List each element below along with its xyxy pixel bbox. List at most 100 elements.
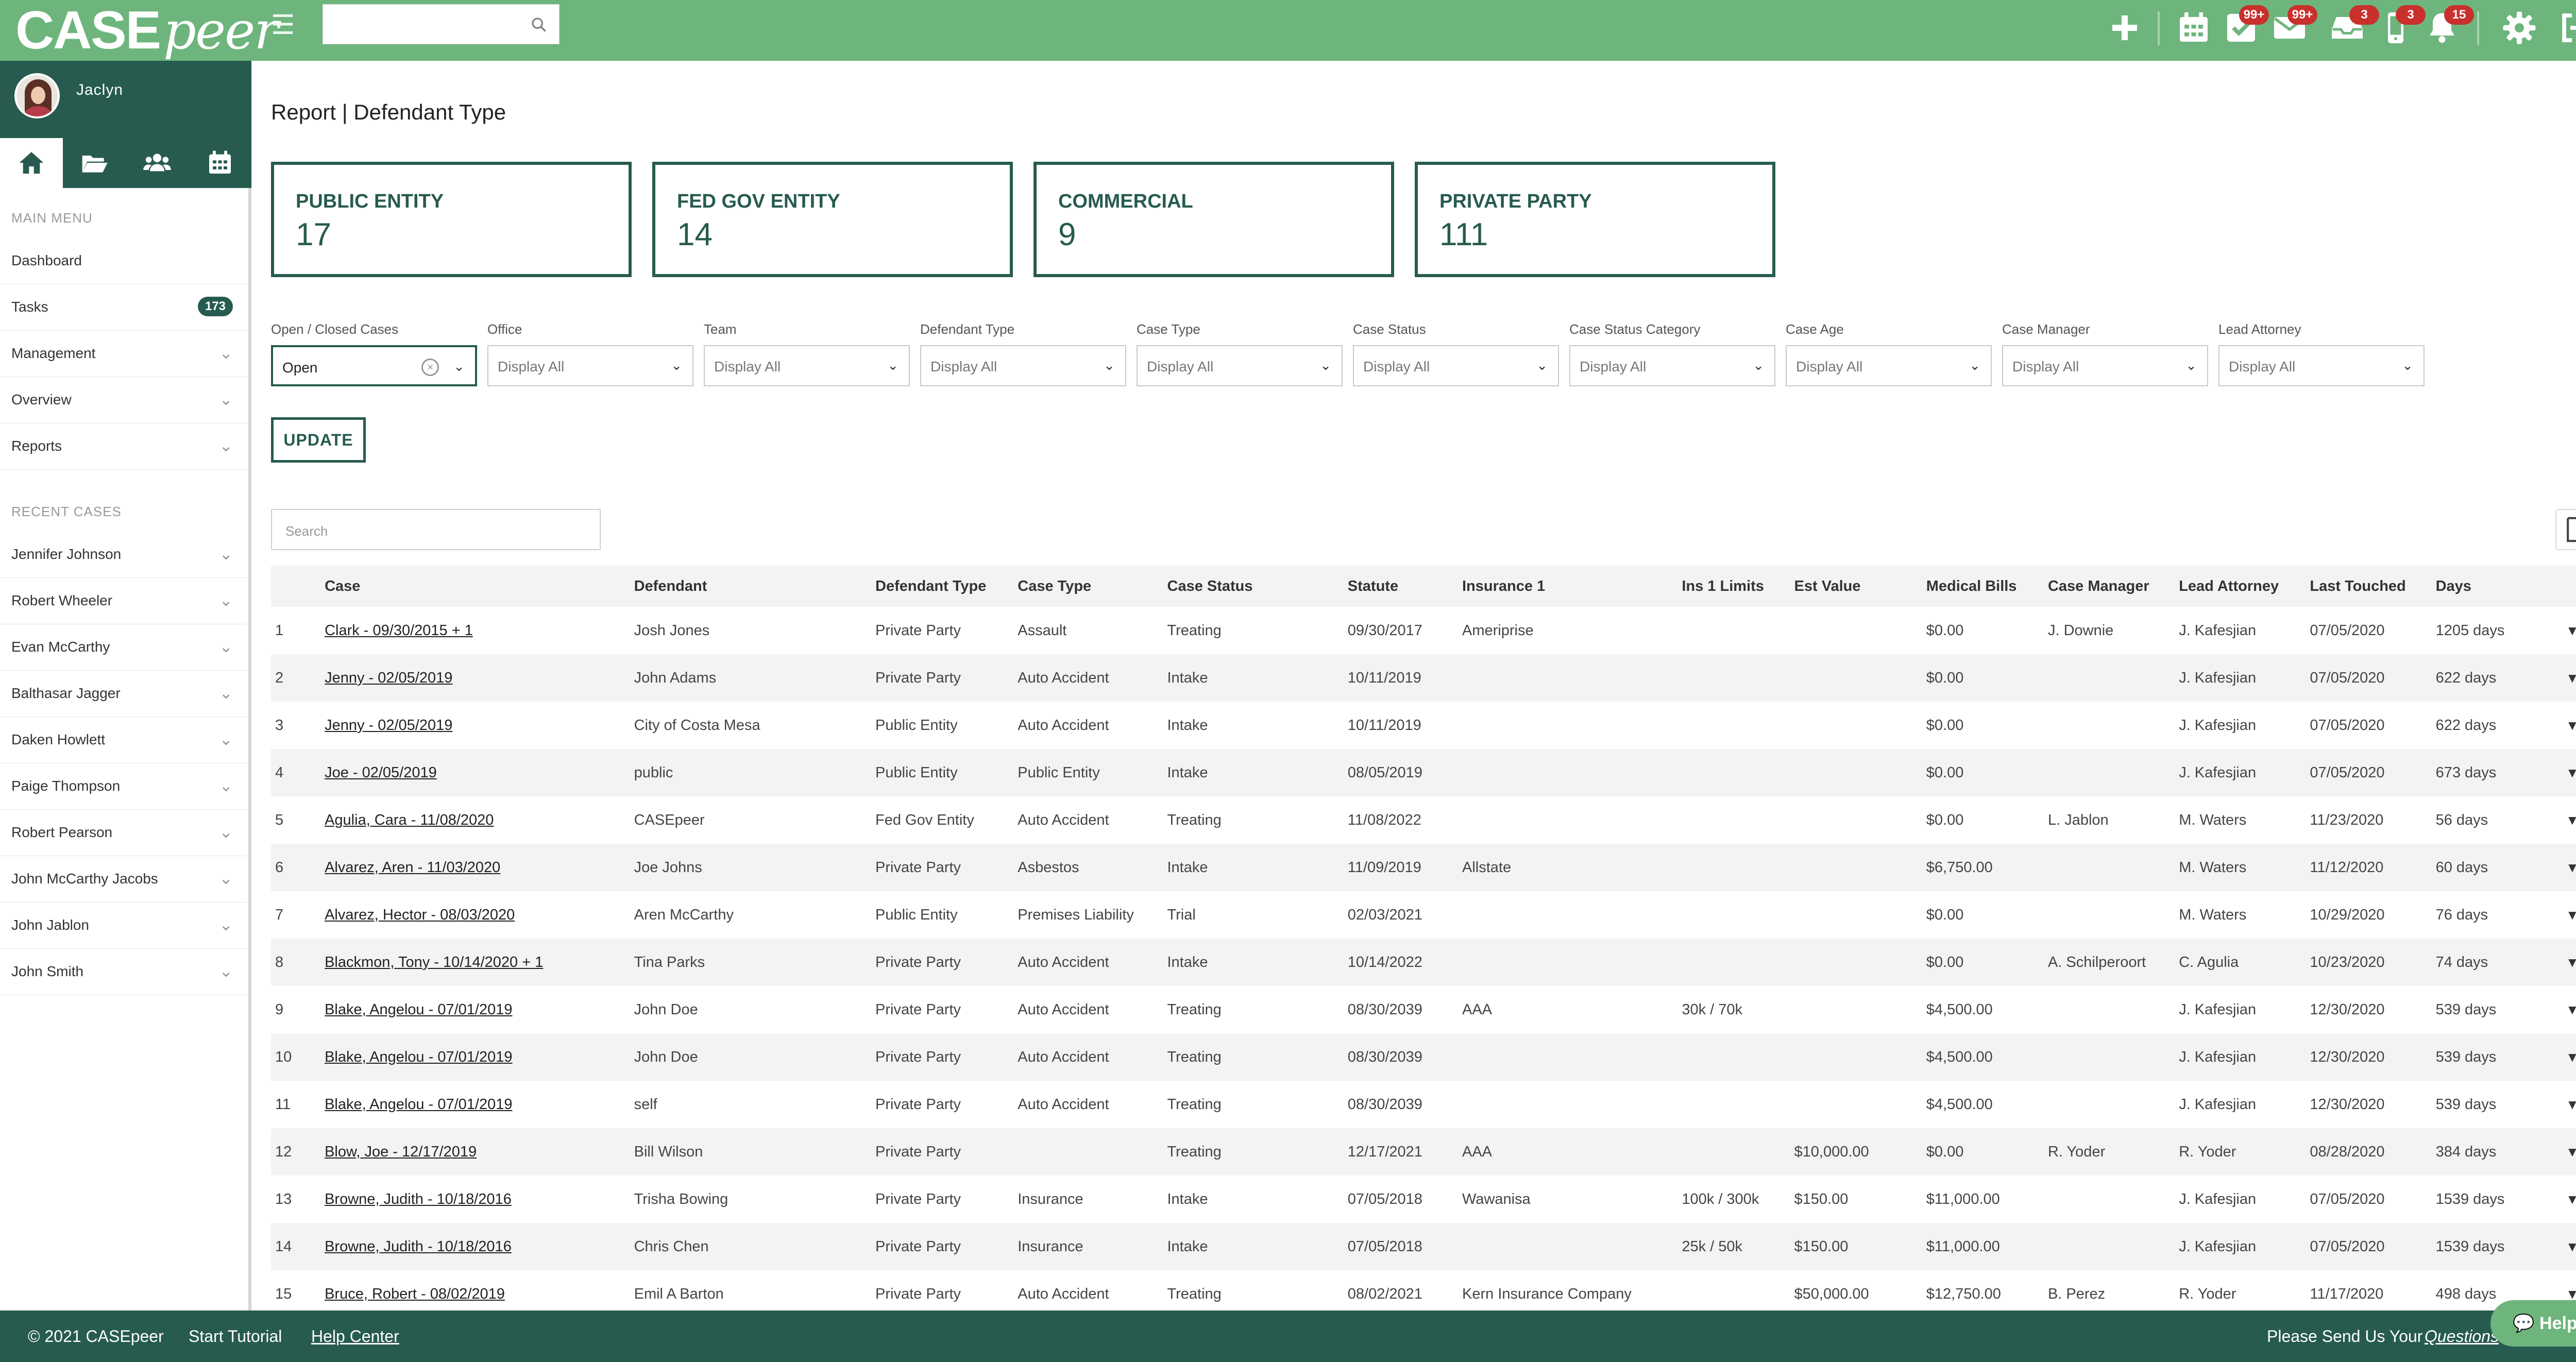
avatar[interactable] bbox=[14, 73, 60, 118]
search-icon[interactable] bbox=[530, 16, 548, 33]
user-name[interactable]: Jaclyn bbox=[76, 81, 124, 98]
recent-case-item[interactable]: John McCarthy Jacobs ⌄ bbox=[0, 856, 248, 903]
table-row[interactable]: 7 Alvarez, Hector - 08/03/2020 Aren McCart… bbox=[271, 891, 2576, 939]
column-header[interactable] bbox=[2541, 566, 2576, 607]
mail-icon[interactable]: 99+ bbox=[2271, 5, 2317, 46]
column-header[interactable]: Days bbox=[2431, 566, 2542, 607]
inbox-icon[interactable]: 3 bbox=[2329, 5, 2379, 46]
case-link[interactable]: Blake, Angelou - 07/01/2019 bbox=[325, 1096, 513, 1113]
recent-case-item[interactable]: John Jablon ⌄ bbox=[0, 903, 248, 949]
add-icon[interactable] bbox=[2106, 9, 2143, 46]
table-row[interactable]: 3 Jenny - 02/05/2019 City of Costa Mesa Pub… bbox=[271, 702, 2576, 749]
column-header[interactable]: Est Value bbox=[1790, 566, 1922, 607]
sidebar-item-dashboard[interactable]: Dashboard bbox=[0, 238, 248, 284]
column-header[interactable]: Last Touched bbox=[2306, 566, 2432, 607]
bell-icon[interactable]: 15 bbox=[2424, 5, 2474, 46]
row-expand-icon[interactable]: ▼ bbox=[2566, 1096, 2576, 1112]
help-button[interactable]: 💬 Help bbox=[2490, 1300, 2576, 1347]
recent-case-item[interactable]: Daken Howlett ⌄ bbox=[0, 717, 248, 763]
stat-card-fed-gov-entity[interactable]: FED GOV ENTITY 14 bbox=[652, 162, 1013, 277]
case-link[interactable]: Blake, Angelou - 07/01/2019 bbox=[325, 1001, 513, 1018]
table-row[interactable]: 12 Blow, Joe - 12/17/2019 Bill Wilson Priva… bbox=[271, 1128, 2576, 1176]
row-expand-icon[interactable]: ▼ bbox=[2541, 1033, 2576, 1081]
column-header[interactable]: Statute bbox=[1343, 566, 1458, 607]
column-header[interactable]: Defendant bbox=[630, 566, 872, 607]
help-center-link[interactable]: Help Center bbox=[311, 1327, 399, 1346]
export-button[interactable] bbox=[2555, 509, 2576, 550]
folder-open-icon[interactable] bbox=[63, 138, 126, 188]
table-row[interactable]: 2 Jenny - 02/05/2019 John Adams Private Par… bbox=[271, 654, 2576, 702]
row-expand-icon[interactable]: ▼ bbox=[2566, 1286, 2576, 1302]
row-expand-icon[interactable]: ▼ bbox=[2566, 812, 2576, 828]
stat-card-private-party[interactable]: PRIVATE PARTY 111 bbox=[1415, 162, 1775, 277]
column-header[interactable]: Case Status bbox=[1163, 566, 1344, 607]
sidebar-item-tasks[interactable]: Tasks 173 bbox=[0, 284, 248, 331]
table-row[interactable]: 1 Clark - 09/30/2015 + 1 Josh Jones Private… bbox=[271, 607, 2576, 654]
gear-icon[interactable] bbox=[2501, 9, 2538, 46]
recent-case-item[interactable]: John Smith ⌄ bbox=[0, 949, 248, 995]
column-header[interactable]: Case bbox=[320, 566, 630, 607]
recent-case-item[interactable]: Robert Pearson ⌄ bbox=[0, 810, 248, 856]
update-button[interactable]: UPDATE bbox=[271, 417, 366, 463]
filter-select[interactable]: Display All ⌄ bbox=[2218, 345, 2425, 386]
column-header[interactable]: Case Manager bbox=[2043, 566, 2175, 607]
column-header[interactable]: Defendant Type bbox=[871, 566, 1014, 607]
case-link[interactable]: Alvarez, Hector - 08/03/2020 bbox=[325, 906, 515, 923]
row-expand-icon[interactable]: ▼ bbox=[2566, 907, 2576, 923]
table-row[interactable]: 8 Blackmon, Tony - 10/14/2020 + 1 Tina Par… bbox=[271, 939, 2576, 986]
case-link[interactable]: Alvarez, Aren - 11/03/2020 bbox=[325, 859, 501, 876]
tasks-icon[interactable]: 99+ bbox=[2223, 5, 2269, 46]
case-link[interactable]: Blow, Joe - 12/17/2019 bbox=[325, 1143, 477, 1160]
filter-select[interactable]: Open × ⌄ bbox=[271, 345, 477, 386]
sidebar-item-overview[interactable]: Overview ⌄ bbox=[0, 377, 248, 423]
filter-select[interactable]: Display All ⌄ bbox=[1137, 345, 1343, 386]
table-row[interactable]: 9 Blake, Angelou - 07/01/2019 John Doe Priv… bbox=[271, 986, 2576, 1033]
users-icon[interactable] bbox=[126, 138, 189, 188]
calendar-icon[interactable] bbox=[189, 138, 251, 188]
filter-select[interactable]: Display All ⌄ bbox=[1786, 345, 1992, 386]
case-link[interactable]: Jenny - 02/05/2019 bbox=[325, 717, 453, 734]
home-icon[interactable] bbox=[0, 138, 63, 188]
filter-select[interactable]: Display All ⌄ bbox=[487, 345, 693, 386]
column-header[interactable]: Case Type bbox=[1013, 566, 1163, 607]
case-link[interactable]: Blackmon, Tony - 10/14/2020 + 1 bbox=[325, 954, 544, 971]
row-expand-icon[interactable]: ▼ bbox=[2566, 1191, 2576, 1207]
sidebar-item-reports[interactable]: Reports ⌄ bbox=[0, 423, 248, 470]
row-expand-icon[interactable]: ▼ bbox=[2541, 844, 2576, 891]
recent-case-item[interactable]: Robert Wheeler ⌄ bbox=[0, 578, 248, 624]
table-row[interactable]: 6 Alvarez, Aren - 11/03/2020 Joe Johns Priv… bbox=[271, 844, 2576, 891]
table-row[interactable]: 13 Browne, Judith - 10/18/2016 Trisha Bowi… bbox=[271, 1176, 2576, 1223]
column-header[interactable]: Medical Bills bbox=[1922, 566, 2044, 607]
questions-link[interactable]: Questions bbox=[2425, 1327, 2499, 1346]
start-tutorial-link[interactable]: Start Tutorial bbox=[189, 1327, 282, 1346]
logout-icon[interactable] bbox=[2556, 9, 2576, 46]
filter-select[interactable]: Display All ⌄ bbox=[1569, 345, 1775, 386]
row-expand-icon[interactable]: ▼ bbox=[2541, 654, 2576, 702]
case-link[interactable]: Jenny - 02/05/2019 bbox=[325, 669, 453, 686]
mobile-icon[interactable]: 3 bbox=[2377, 5, 2426, 46]
table-row[interactable]: 10 Blake, Angelou - 07/01/2019 John Doe Pri… bbox=[271, 1033, 2576, 1081]
sidebar-item-management[interactable]: Management ⌄ bbox=[0, 331, 248, 377]
column-header[interactable] bbox=[271, 566, 321, 607]
table-row[interactable]: 11 Blake, Angelou - 07/01/2019 self Private… bbox=[271, 1081, 2576, 1128]
column-header[interactable]: Ins 1 Limits bbox=[1677, 566, 1790, 607]
stat-card-commercial[interactable]: COMMERCIAL 9 bbox=[1033, 162, 1394, 277]
stat-card-public-entity[interactable]: PUBLIC ENTITY 17 bbox=[271, 162, 632, 277]
recent-case-item[interactable]: Evan McCarthy ⌄ bbox=[0, 624, 248, 671]
recent-case-item[interactable]: Jennifer Johnson ⌄ bbox=[0, 532, 248, 578]
calendar-icon[interactable] bbox=[2175, 9, 2212, 46]
case-link[interactable]: Bruce, Robert - 08/02/2019 bbox=[325, 1285, 505, 1302]
case-link[interactable]: Blake, Angelou - 07/01/2019 bbox=[325, 1048, 513, 1065]
row-expand-icon[interactable]: ▼ bbox=[2566, 622, 2576, 638]
row-expand-icon[interactable]: ▼ bbox=[2541, 939, 2576, 986]
clear-icon[interactable]: × bbox=[421, 359, 439, 376]
filter-select[interactable]: Display All ⌄ bbox=[704, 345, 910, 386]
recent-case-item[interactable]: Paige Thompson ⌄ bbox=[0, 763, 248, 810]
table-row[interactable]: 4 Joe - 02/05/2019 public Public Entity Publ… bbox=[271, 749, 2576, 796]
filter-select[interactable]: Display All ⌄ bbox=[2002, 345, 2208, 386]
case-link[interactable]: Agulia, Cara - 11/08/2020 bbox=[325, 811, 494, 828]
row-expand-icon[interactable]: ▼ bbox=[2541, 1128, 2576, 1176]
case-link[interactable]: Browne, Judith - 10/18/2016 bbox=[325, 1238, 512, 1255]
column-header[interactable]: Insurance 1 bbox=[1458, 566, 1678, 607]
recent-case-item[interactable]: Balthasar Jagger ⌄ bbox=[0, 671, 248, 717]
